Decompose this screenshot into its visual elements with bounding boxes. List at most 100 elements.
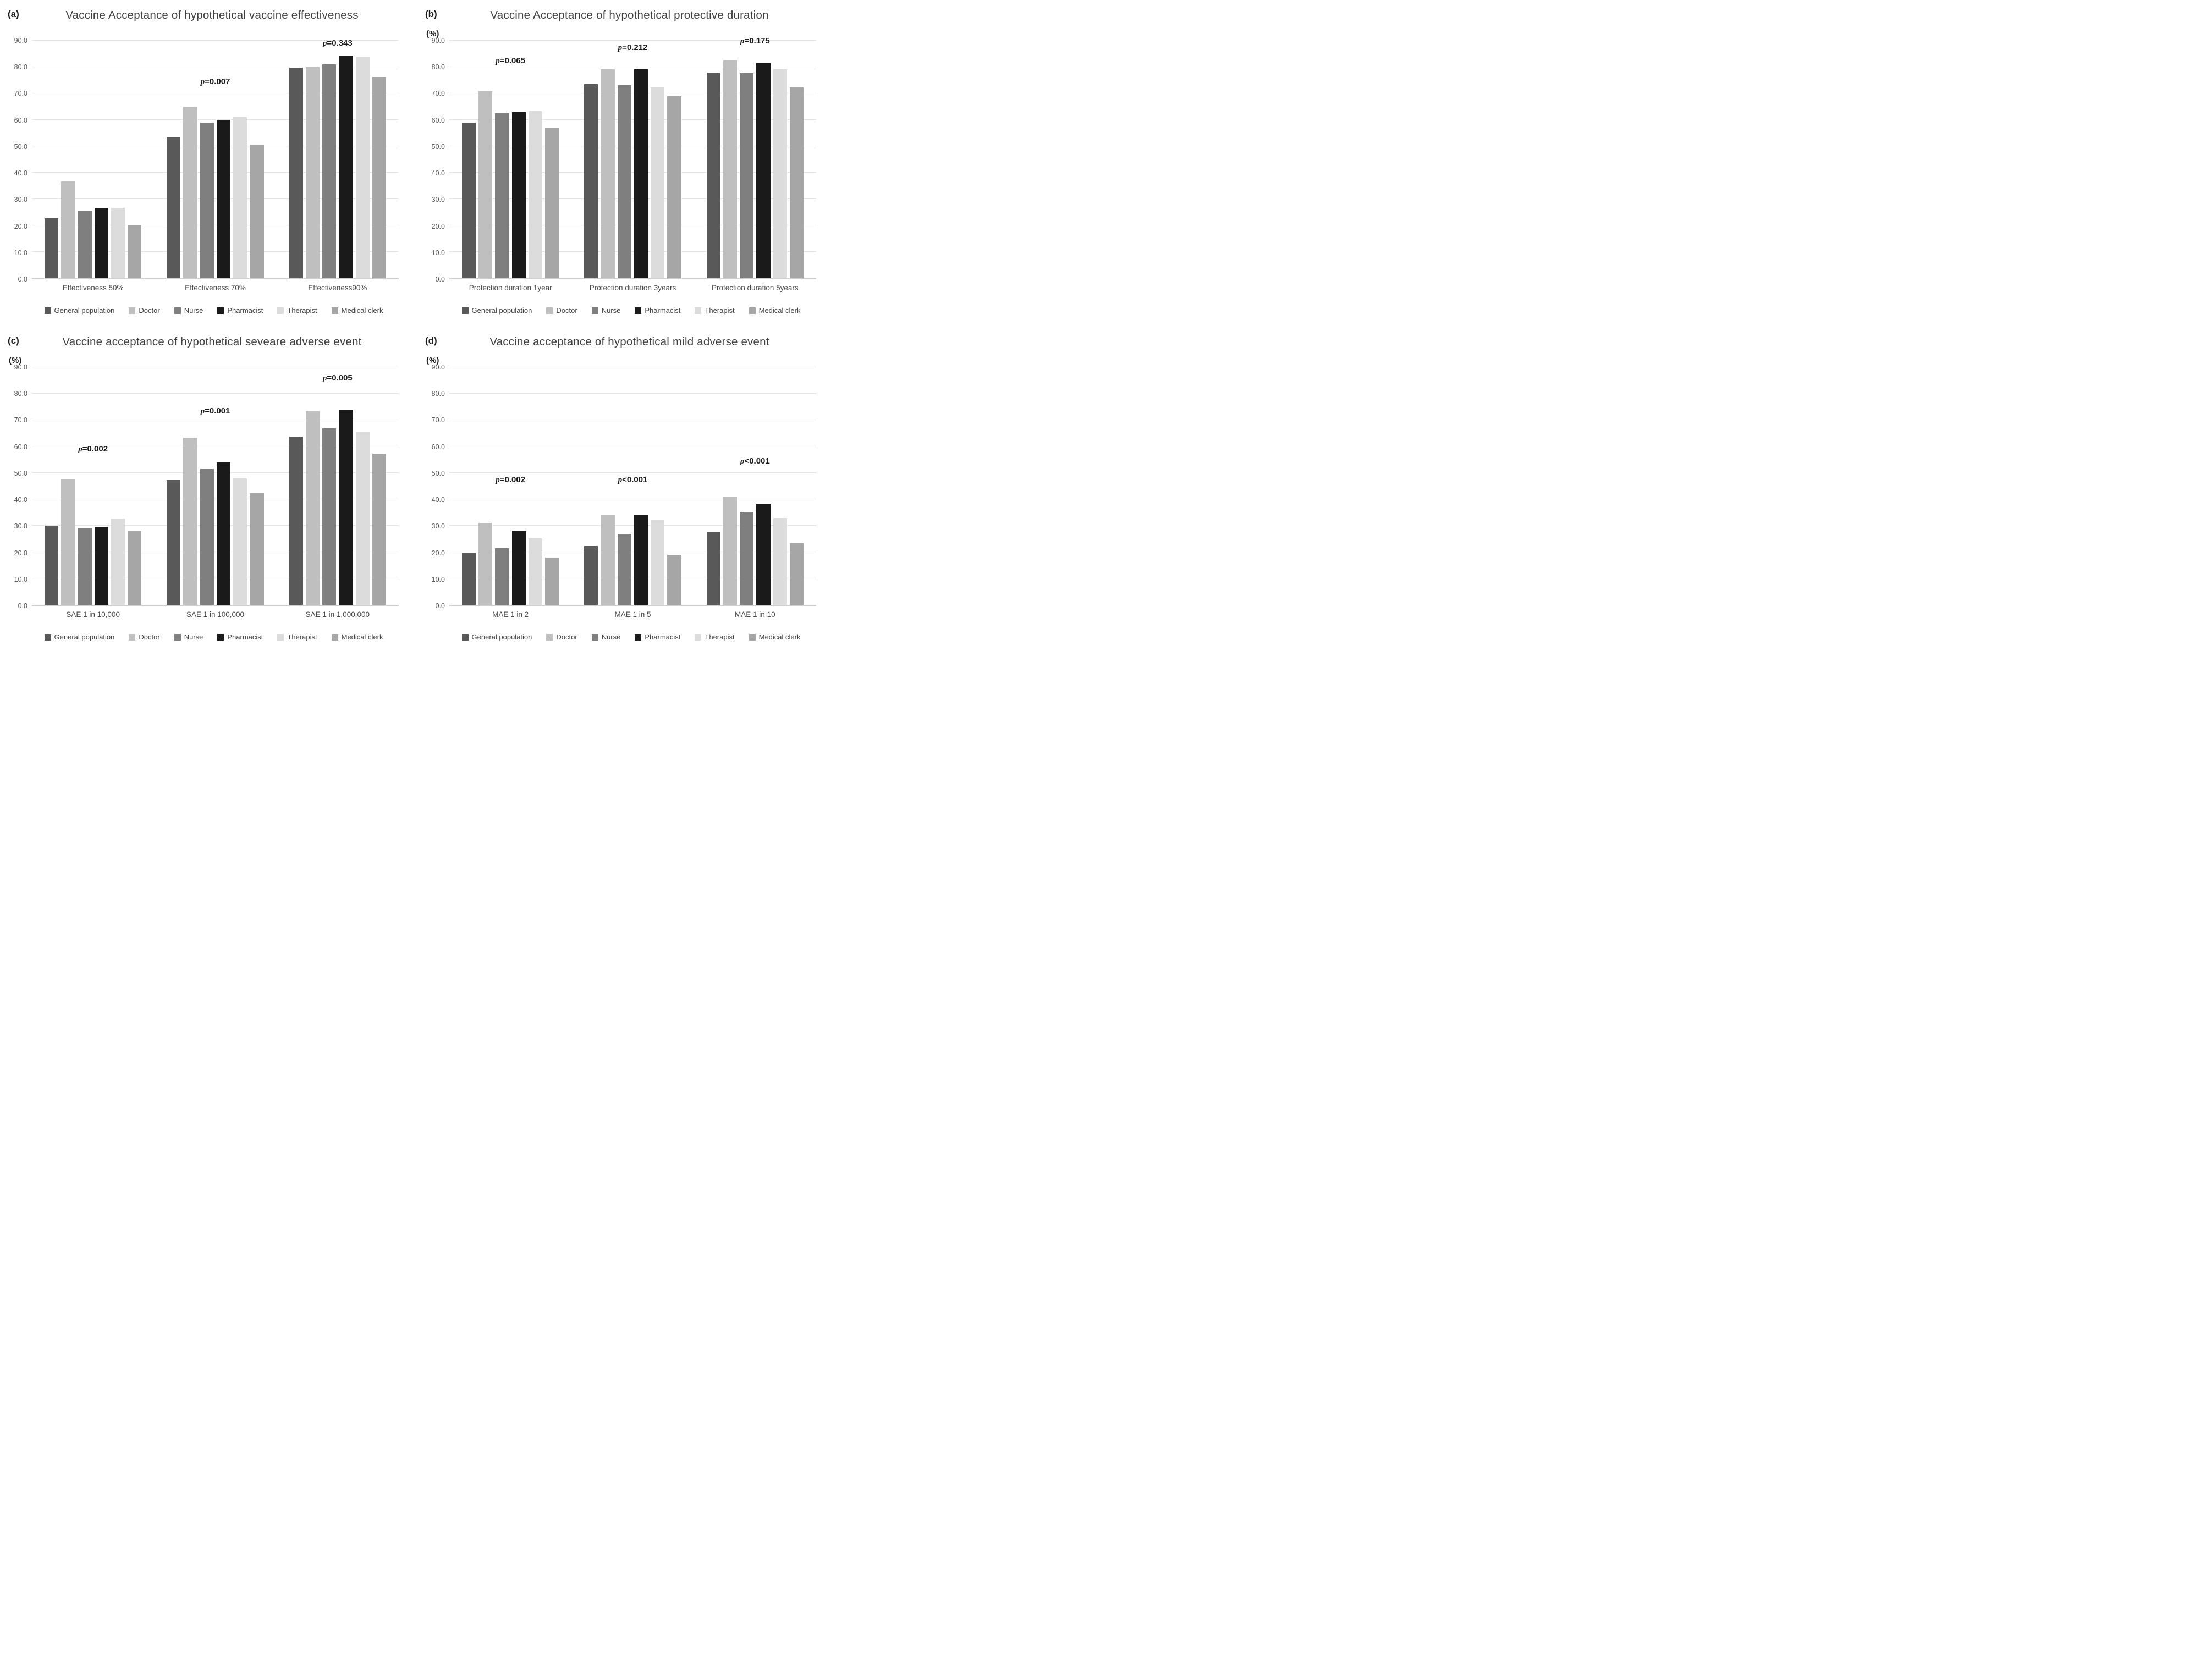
p-value-text: =0.002 — [499, 475, 526, 484]
panel-corner-label: (a) — [8, 9, 19, 19]
bar-medical-clerk — [128, 224, 142, 278]
p-value-annotation: p=0.001 — [201, 406, 230, 416]
bar-therapist — [773, 69, 787, 278]
legend-swatch-icon — [591, 307, 598, 314]
legend-swatch-icon — [331, 307, 338, 314]
bar-general-population — [706, 72, 720, 278]
chart-area: 0.0 10.0 20.0 30.0 40.0 50.0 60.0 70.0 80.0 90.0 p… — [3, 37, 402, 283]
p-value-annotation: p=0.212 — [618, 43, 648, 53]
x-category-label: MAE 1 in 10 — [735, 610, 775, 619]
bar-doctor — [601, 514, 615, 605]
legend-item-medical-clerk: Medical clerk — [749, 633, 801, 641]
gridline — [449, 40, 816, 41]
y-axis-unit-label: (%) — [426, 29, 439, 38]
bar-medical-clerk — [545, 558, 559, 605]
legend-item-general-population: General population — [461, 306, 532, 315]
chart-title: Vaccine acceptance of hypothetical sevea… — [62, 335, 362, 348]
legend-label: Therapist — [287, 633, 317, 641]
bar-general-population — [461, 122, 476, 278]
bar-groups — [32, 367, 399, 605]
p-value-text: =0.001 — [205, 406, 230, 416]
bar-medical-clerk — [789, 543, 804, 605]
bar-therapist — [233, 478, 247, 605]
x-category-label: MAE 1 in 2 — [492, 610, 529, 619]
legend-item-pharmacist: Pharmacist — [217, 306, 263, 315]
y-tick-label: 0.0 — [18, 602, 27, 610]
legend: General population Doctor Nurse Pharmacist T… — [25, 633, 402, 641]
p-italic: p — [78, 445, 82, 454]
legend-label: General population — [471, 306, 532, 315]
bar-group-mae-1-in-5 — [571, 367, 694, 605]
bar-medical-clerk — [250, 145, 264, 278]
bar-groups — [32, 41, 399, 278]
plot-area: p=0.065 p=0.212 p=0.175 — [449, 36, 816, 279]
y-tick-label: 50.0 — [431, 469, 445, 477]
y-tick-label: 80.0 — [431, 390, 445, 398]
bar-nurse — [740, 73, 754, 278]
bar-pharmacist — [94, 208, 108, 278]
y-axis: 0.0 10.0 20.0 30.0 40.0 50.0 60.0 70.0 80.0 90.0 — [3, 37, 32, 283]
y-tick-label: 0.0 — [18, 275, 27, 283]
y-tick-label: 80.0 — [14, 390, 27, 398]
p-italic: p — [740, 36, 745, 46]
y-axis-unit-row: (%) — [3, 349, 402, 365]
p-value-annotation: p=0.002 — [78, 444, 108, 454]
legend-item-general-population: General population — [44, 633, 114, 641]
legend-label: Pharmacist — [227, 306, 263, 315]
bar-pharmacist — [94, 527, 108, 605]
legend-swatch-icon — [749, 633, 756, 641]
bar-therapist — [651, 520, 665, 605]
x-axis-labels: SAE 1 in 10,000 SAE 1 in 100,000 SAE 1 in … — [32, 610, 399, 619]
legend-label: Doctor — [556, 306, 577, 315]
bar-nurse — [200, 123, 214, 278]
bar-therapist — [111, 518, 125, 605]
y-tick-label: 10.0 — [14, 575, 27, 583]
y-tick-label: 90.0 — [431, 363, 445, 371]
panel-d: (d) Vaccine acceptance of hypothetical mi… — [421, 332, 819, 644]
bar-group-protection-duration-5years — [694, 41, 816, 278]
bar-group-effectiveness-70 — [154, 41, 276, 278]
gridline — [32, 40, 399, 41]
bar-doctor — [601, 69, 615, 278]
y-axis-unit-label: (%) — [426, 356, 439, 365]
legend-label: Medical clerk — [758, 633, 801, 641]
bar-medical-clerk — [128, 531, 142, 605]
bar-pharmacist — [511, 112, 526, 278]
legend-swatch-icon — [749, 307, 756, 314]
legend: General population Doctor Nurse Pharmacist T… — [25, 306, 402, 315]
legend-item-pharmacist: Pharmacist — [217, 633, 263, 641]
p-value-annotation: p<0.001 — [740, 456, 770, 466]
panel-header: (a) Vaccine Acceptance of hypothetical va… — [3, 9, 402, 22]
legend-swatch-icon — [635, 307, 642, 314]
p-value-annotation: p=0.005 — [323, 373, 353, 383]
p-value-annotation: p=0.065 — [496, 56, 525, 66]
p-value-text: =0.007 — [205, 77, 230, 86]
y-tick-label: 70.0 — [431, 416, 445, 424]
x-category-label: SAE 1 in 100,000 — [186, 610, 245, 619]
x-category-label: Protection duration 5years — [712, 284, 799, 292]
legend-item-general-population: General population — [461, 633, 532, 641]
bar-group-sae-1-in-100-000 — [154, 367, 276, 605]
p-value-text: =0.002 — [82, 444, 108, 454]
legend-label: Medical clerk — [341, 306, 383, 315]
legend-item-medical-clerk: Medical clerk — [331, 306, 383, 315]
p-value-text: <0.001 — [744, 456, 770, 466]
bar-doctor — [723, 60, 738, 278]
x-category-label: SAE 1 in 10,000 — [66, 610, 120, 619]
bar-doctor — [61, 181, 75, 278]
p-value-text: =0.343 — [327, 38, 353, 48]
x-axis-labels: Effectiveness 50% Effectiveness 70% Effect… — [32, 284, 399, 292]
legend-item-pharmacist: Pharmacist — [635, 306, 680, 315]
legend-label: Therapist — [287, 306, 317, 315]
y-tick-label: 20.0 — [431, 549, 445, 557]
bar-pharmacist — [756, 503, 771, 605]
bar-general-population — [167, 479, 181, 605]
y-tick-label: 60.0 — [431, 116, 445, 124]
gridline — [449, 251, 816, 252]
y-tick-label: 40.0 — [431, 496, 445, 504]
p-value-text: =0.005 — [327, 373, 353, 383]
legend-item-therapist: Therapist — [695, 306, 735, 315]
bar-pharmacist — [339, 55, 353, 278]
bar-therapist — [528, 538, 543, 605]
p-value-text: =0.175 — [744, 36, 770, 46]
